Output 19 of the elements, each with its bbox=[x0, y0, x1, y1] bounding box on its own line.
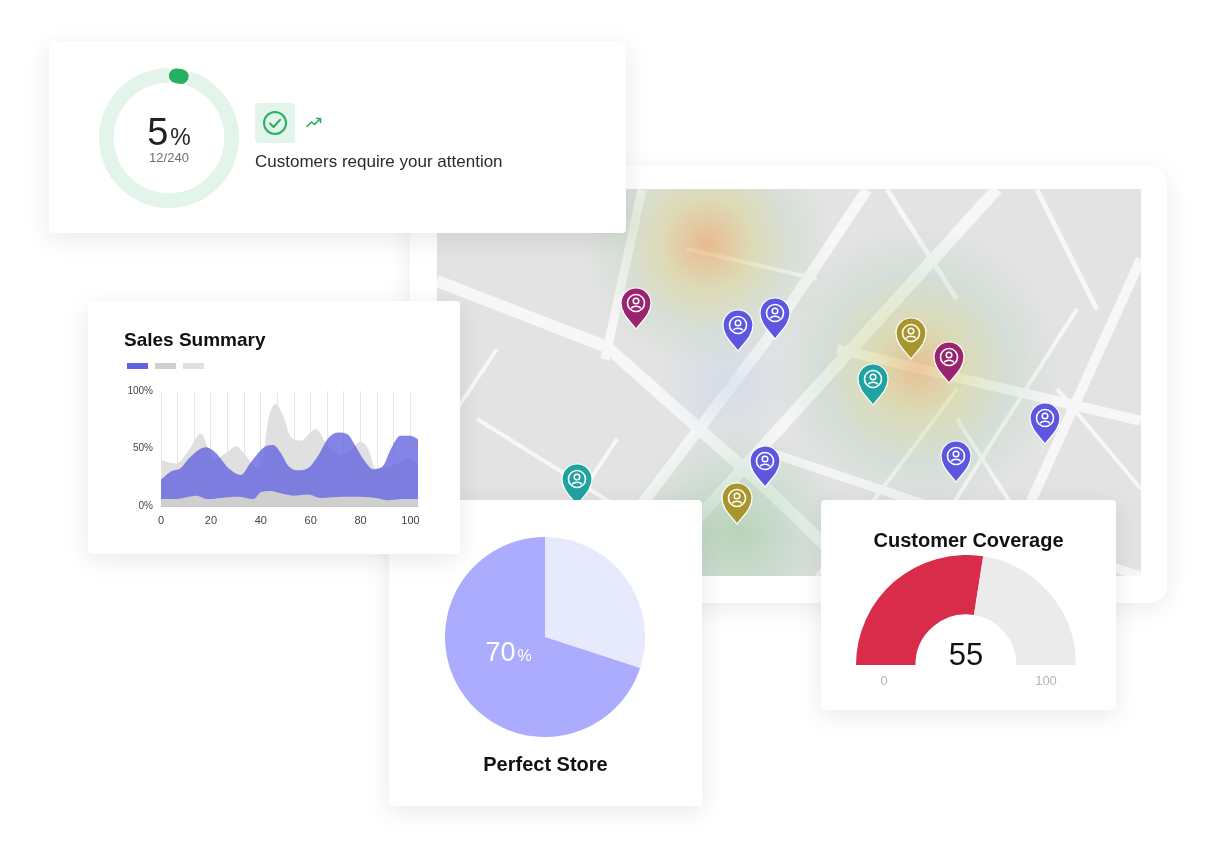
data-label: 55 bbox=[948, 637, 984, 673]
x-tick-label: 100 bbox=[401, 513, 420, 526]
x-tick-label: 40 bbox=[254, 513, 267, 526]
text: 100 bbox=[1035, 673, 1057, 689]
chart-title: Customer Coverage bbox=[872, 528, 1065, 552]
y-tick-label: 50% bbox=[132, 442, 154, 454]
y-tick-label: 0% bbox=[138, 499, 154, 511]
chart-title: Sales Summary bbox=[124, 327, 266, 351]
data-label: 5% bbox=[147, 110, 191, 153]
x-tick-label: 20 bbox=[204, 513, 218, 526]
x-tick-label: 60 bbox=[304, 513, 317, 526]
x-tick-label: 0 bbox=[157, 513, 165, 526]
text: Perfect Store bbox=[482, 752, 609, 776]
text: 0 bbox=[880, 673, 888, 689]
y-tick-label: 100% bbox=[127, 384, 154, 396]
data-label: 70% bbox=[485, 637, 532, 668]
x-tick-label: 80 bbox=[354, 513, 367, 526]
text: 12/240 bbox=[149, 150, 189, 166]
text: Customers require your attention bbox=[255, 152, 503, 172]
